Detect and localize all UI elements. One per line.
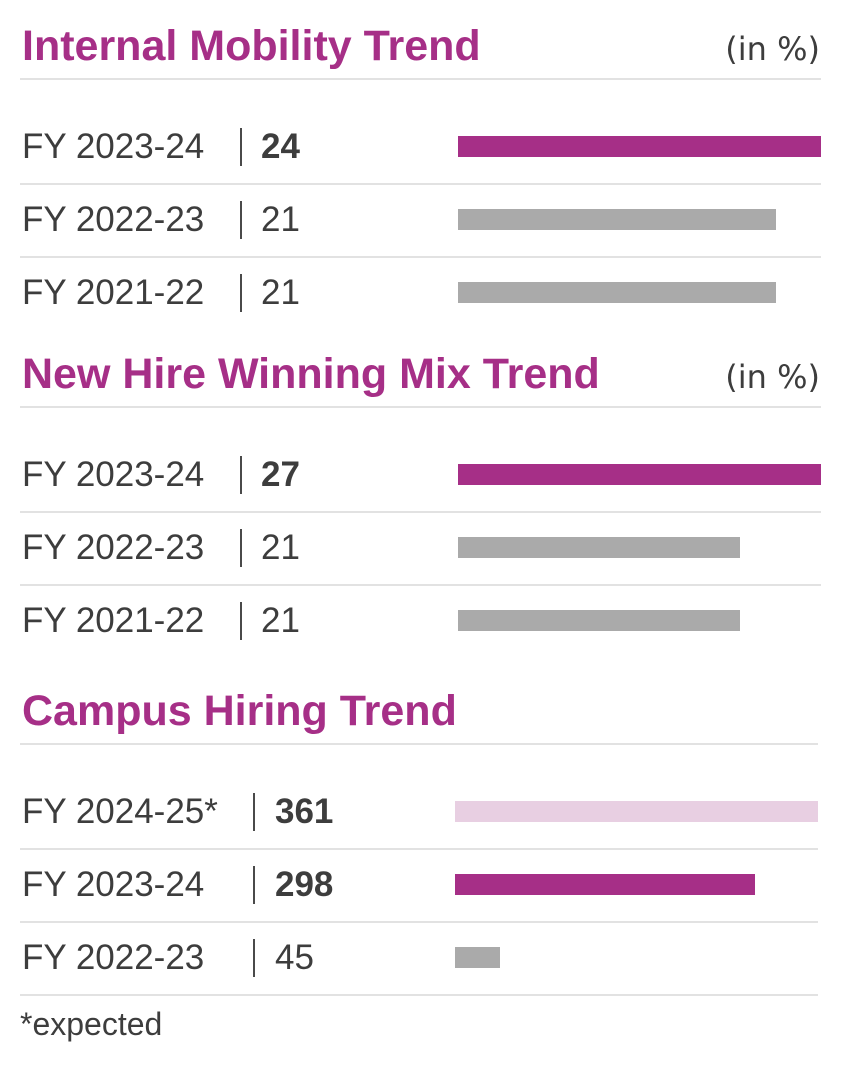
bar-row: FY 2022-23 45 <box>0 921 851 994</box>
separator <box>240 602 242 640</box>
divider <box>20 406 821 408</box>
data-label: 21 <box>261 273 300 312</box>
divider <box>20 78 821 80</box>
bar-row: FY 2022-23 21 <box>0 511 851 584</box>
category-label: FY 2022-23 <box>22 528 205 567</box>
bar-row: FY 2021-22 21 <box>0 256 851 329</box>
divider <box>20 994 818 996</box>
separator <box>240 201 242 239</box>
category-label: FY 2023-24 <box>22 865 205 904</box>
bar-row: FY 2023-24 24 <box>0 110 851 183</box>
bar-row: FY 2023-24 298 <box>0 848 851 921</box>
divider <box>20 256 821 258</box>
bar <box>458 209 776 230</box>
data-label: 45 <box>275 938 314 977</box>
category-label: FY 2022-23 <box>22 200 205 239</box>
data-label: 298 <box>275 865 334 904</box>
category-label: FY 2023-24 <box>22 127 205 166</box>
divider <box>20 921 818 923</box>
bar-row: FY 2021-22 21 <box>0 584 851 657</box>
category-label: FY 2022-23 <box>22 938 205 977</box>
bar-row: FY 2023-24 27 <box>0 438 851 511</box>
category-label: FY 2023-24 <box>22 455 205 494</box>
bar <box>455 947 500 968</box>
data-label: 21 <box>261 528 300 567</box>
bar-row: FY 2022-23 21 <box>0 183 851 256</box>
footnote: *expected <box>20 1006 163 1042</box>
bar <box>458 537 740 558</box>
bar <box>455 874 755 895</box>
separator <box>253 793 255 831</box>
chart-unit: (in %) <box>725 30 820 68</box>
chart-title: New Hire Winning Mix Trend <box>22 350 600 398</box>
bar <box>458 610 740 631</box>
category-label: FY 2024-25* <box>22 792 218 831</box>
bar-row: FY 2024-25* 361 <box>0 775 851 848</box>
data-label: 27 <box>261 455 300 494</box>
divider <box>20 511 821 513</box>
separator <box>240 274 242 312</box>
chart-title: Campus Hiring Trend <box>22 687 457 735</box>
bar <box>458 282 776 303</box>
chart-unit: (in %) <box>725 358 820 396</box>
data-label: 24 <box>261 127 300 166</box>
bar <box>458 136 821 157</box>
category-label: FY 2021-22 <box>22 273 205 312</box>
divider <box>20 183 821 185</box>
separator <box>240 456 242 494</box>
separator <box>240 128 242 166</box>
bar <box>455 801 818 822</box>
data-label: 21 <box>261 601 300 640</box>
divider <box>20 743 818 745</box>
category-label: FY 2021-22 <box>22 601 205 640</box>
divider <box>20 848 818 850</box>
chart-title: Internal Mobility Trend <box>22 22 481 70</box>
data-label: 21 <box>261 200 300 239</box>
bar <box>458 464 821 485</box>
separator <box>253 866 255 904</box>
divider <box>20 584 821 586</box>
data-label: 361 <box>275 792 334 831</box>
separator <box>253 939 255 977</box>
separator <box>240 529 242 567</box>
